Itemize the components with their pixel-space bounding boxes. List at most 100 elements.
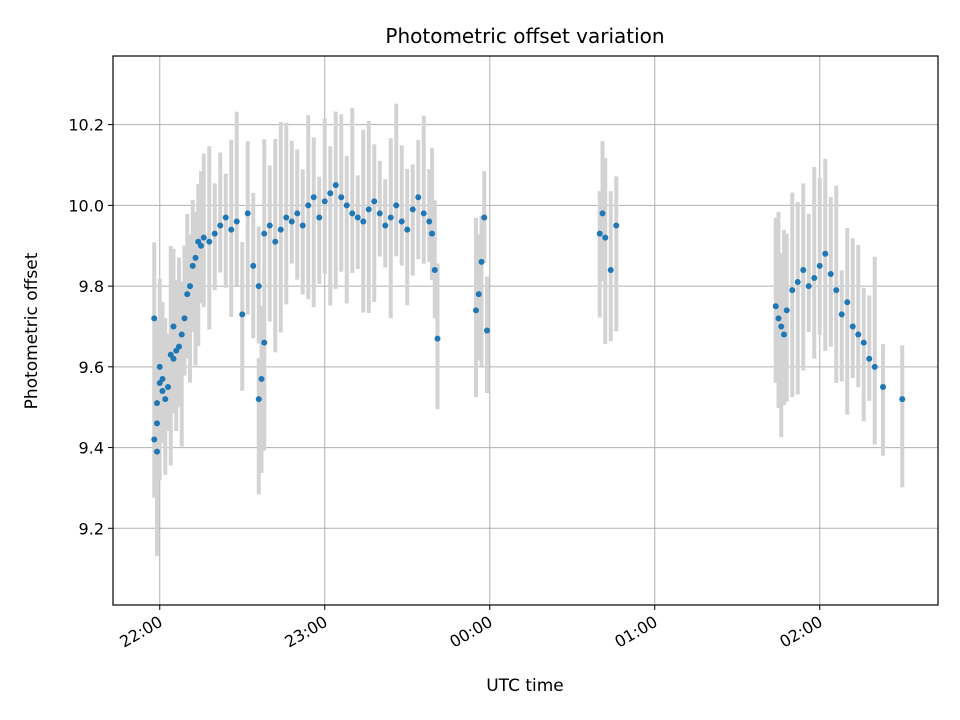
data-point <box>481 214 488 221</box>
data-point <box>261 339 268 346</box>
data-point <box>800 266 807 273</box>
data-point <box>283 214 290 221</box>
data-point <box>255 283 262 290</box>
data-point <box>613 222 620 229</box>
data-point <box>176 343 182 350</box>
data-point <box>299 222 306 229</box>
data-point <box>154 400 160 407</box>
data-point <box>816 262 823 269</box>
data-point <box>849 323 856 330</box>
data-point <box>184 291 191 298</box>
data-point <box>794 279 801 286</box>
data-point <box>387 214 394 221</box>
data-point <box>805 283 812 290</box>
data-point <box>360 218 367 225</box>
data-point <box>393 202 400 209</box>
chart-title: Photometric offset variation <box>385 24 664 48</box>
data-point <box>860 339 867 346</box>
data-point <box>426 218 433 225</box>
data-point <box>151 315 158 322</box>
data-point <box>165 384 171 391</box>
data-point <box>151 436 158 443</box>
data-point <box>198 242 204 249</box>
data-point <box>783 307 790 314</box>
data-point <box>192 254 199 261</box>
data-point <box>200 234 207 241</box>
data-point <box>420 210 427 217</box>
data-point <box>250 262 257 269</box>
data-point <box>473 307 479 314</box>
y-axis-label: Photometric offset <box>22 252 42 409</box>
y-tick-label: 9.6 <box>79 358 104 377</box>
data-point <box>822 250 829 257</box>
data-point <box>376 210 383 217</box>
data-point <box>159 375 166 382</box>
data-point <box>211 230 218 237</box>
y-axis-ticks: 9.2 9.4 9.6 9.8 10.0 10.2 <box>68 116 113 538</box>
data-point <box>855 331 862 338</box>
data-point <box>294 210 301 217</box>
y-tick-label: 10.2 <box>68 116 104 135</box>
data-point <box>277 226 284 233</box>
data-point <box>233 218 240 225</box>
data-point <box>228 226 235 233</box>
data-point <box>327 190 334 197</box>
plot-frame <box>112 55 939 606</box>
data-point <box>189 262 196 269</box>
data-point <box>398 218 405 225</box>
data-point <box>833 287 840 294</box>
data-point <box>371 198 378 205</box>
data-point <box>415 194 422 201</box>
data-point <box>382 222 389 229</box>
data-point <box>431 266 438 273</box>
data-point <box>811 275 818 282</box>
data-point <box>206 238 213 245</box>
data-point <box>478 258 485 265</box>
data-point <box>349 210 356 217</box>
data-point <box>272 238 279 245</box>
data-point <box>596 230 603 237</box>
data-point <box>321 198 328 205</box>
data-point <box>772 303 779 310</box>
data-point <box>244 210 251 217</box>
data-point <box>775 315 782 322</box>
data-point <box>338 194 345 201</box>
data-point <box>343 202 350 209</box>
data-point <box>429 230 435 237</box>
data-point <box>365 206 372 213</box>
y-tick-label: 9.8 <box>79 277 104 296</box>
data-point <box>871 363 878 370</box>
data-point <box>781 331 787 338</box>
data-point <box>778 323 785 330</box>
data-point <box>154 448 160 455</box>
data-point <box>258 375 265 382</box>
data-point <box>789 287 796 294</box>
data-point <box>305 202 312 209</box>
y-tick-label: 9.4 <box>79 439 104 458</box>
data-point <box>156 363 163 370</box>
data-point <box>239 311 246 318</box>
data-points <box>151 182 906 455</box>
data-point <box>409 206 416 213</box>
data-point <box>475 291 482 298</box>
data-point <box>599 210 606 217</box>
data-point <box>222 214 229 221</box>
data-point <box>880 384 886 391</box>
data-point <box>607 266 614 273</box>
data-point <box>187 283 193 290</box>
data-point <box>404 226 411 233</box>
data-point <box>866 355 873 362</box>
data-point <box>178 331 185 338</box>
data-point <box>310 194 317 201</box>
data-point <box>266 222 273 229</box>
data-point <box>844 299 851 306</box>
data-point <box>181 315 188 322</box>
data-point <box>434 335 441 342</box>
data-point <box>159 388 166 395</box>
data-point <box>354 214 361 221</box>
data-point <box>170 323 177 330</box>
data-point <box>162 396 169 403</box>
data-point <box>899 396 906 403</box>
data-point <box>316 214 323 221</box>
